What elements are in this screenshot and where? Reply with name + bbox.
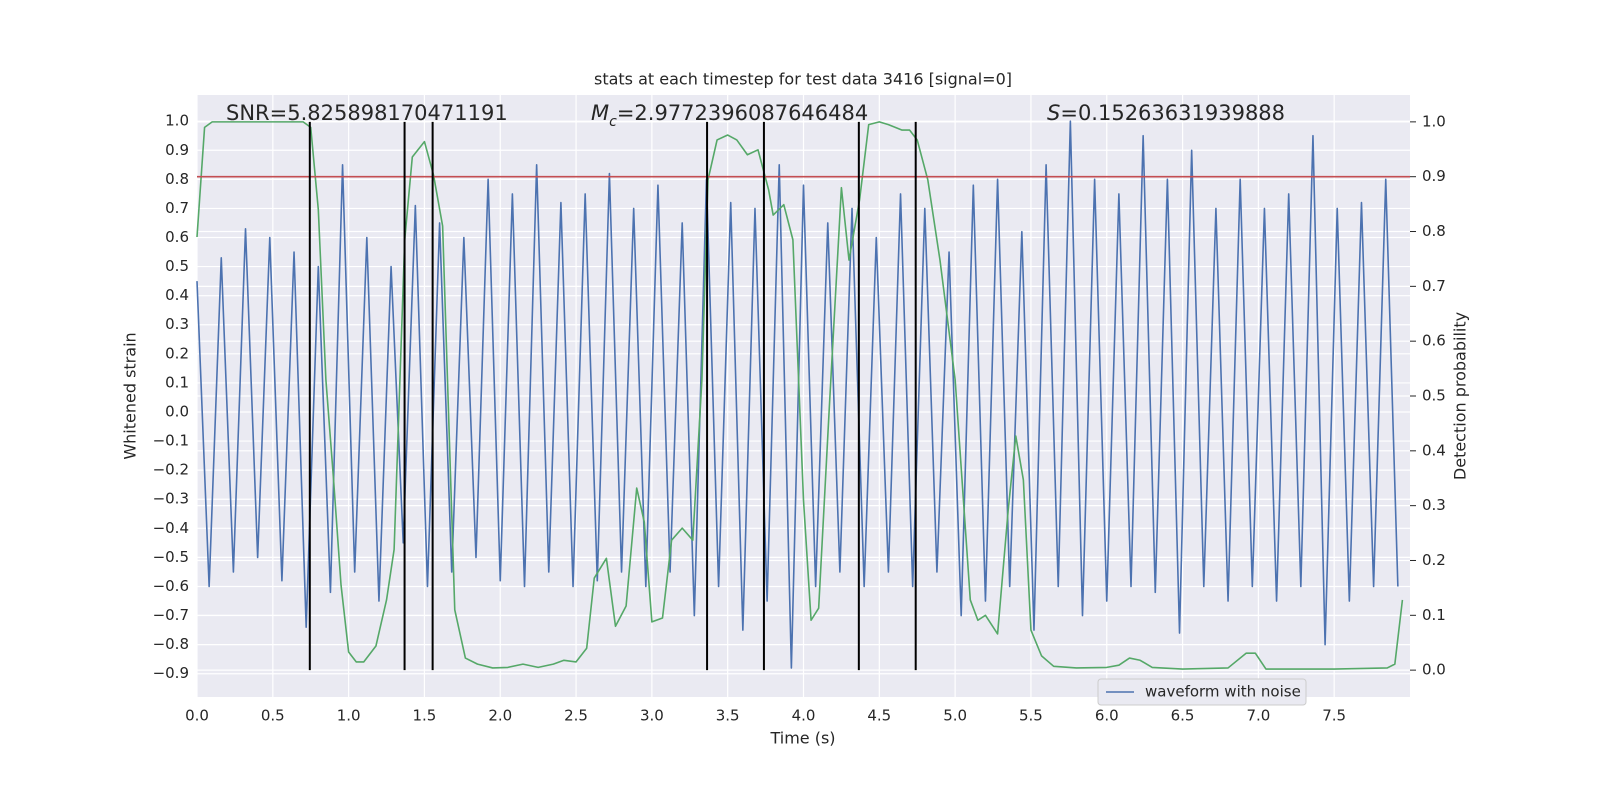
x-tick-label: 1.0	[337, 707, 361, 725]
y2-tick-label: 0.8	[1422, 222, 1446, 240]
x-tick-label: 7.5	[1322, 707, 1346, 725]
annotation: S=0.15263631939888	[1047, 101, 1285, 125]
y-tick-label: −0.4	[153, 519, 189, 537]
annotation-text: =2.9772396087646484	[617, 101, 868, 125]
chart-title: stats at each timestep for test data 341…	[594, 70, 1012, 89]
y-tick-label: −0.5	[153, 548, 189, 566]
annotation: Mc=2.9772396087646484	[591, 101, 868, 130]
x-tick-label: 0.5	[261, 707, 285, 725]
x-tick-label: 3.5	[716, 707, 740, 725]
y2-tick-label: 0.2	[1422, 551, 1446, 569]
y-tick-label: 0.7	[165, 199, 189, 217]
y-tick-label: −0.8	[153, 635, 189, 653]
annotation-symbol: M	[591, 101, 609, 125]
x-tick-label: 6.5	[1171, 707, 1195, 725]
y2-tick-label: 0.0	[1422, 661, 1446, 679]
y-tick-label: −0.6	[153, 577, 189, 595]
y-tick-label: 1.0	[165, 112, 189, 130]
y-tick-label: −0.9	[153, 664, 189, 682]
x-tick-label: 4.5	[867, 707, 891, 725]
data-line	[196, 121, 1404, 670]
y2-tick-label: 1.0	[1422, 112, 1446, 130]
y2-axis-label: Detection probability	[1451, 312, 1470, 480]
x-tick-label: 1.5	[413, 707, 437, 725]
y2-tick-label: 0.5	[1422, 387, 1446, 405]
y-tick-label: 0.2	[165, 344, 189, 362]
y2-tick-label: 0.6	[1422, 332, 1446, 350]
y-tick-label: 0.4	[165, 286, 189, 304]
y-tick-label: −0.7	[153, 606, 189, 624]
x-tick-label: 2.0	[488, 707, 512, 725]
y-tick-label: −0.3	[153, 490, 189, 508]
x-tick-label: 0.0	[185, 707, 209, 725]
legend-label: waveform with noise	[1145, 683, 1301, 701]
y-tick-label: 0.5	[165, 257, 189, 275]
annotation-subscript: c	[609, 114, 617, 130]
y-tick-label: 0.9	[165, 141, 189, 159]
y-tick-label: 0.1	[165, 373, 189, 391]
x-tick-label: 2.5	[564, 707, 588, 725]
data-line	[196, 120, 1399, 669]
y2-tick-label: 0.1	[1422, 606, 1446, 624]
y-axis-label: Whitened strain	[121, 332, 140, 459]
y-tick-label: 0.3	[165, 315, 189, 333]
x-tick-label: 5.5	[1019, 707, 1043, 725]
x-tick-label: 3.0	[640, 707, 664, 725]
annotation-text: =0.15263631939888	[1060, 101, 1285, 125]
y-tick-label: 0.0	[165, 402, 189, 420]
x-tick-label: 7.0	[1246, 707, 1270, 725]
x-tick-label: 5.0	[943, 707, 967, 725]
annotation: SNR=5.825898170471191	[226, 101, 508, 125]
x-axis-label: Time (s)	[769, 729, 835, 748]
y2-tick-label: 0.4	[1422, 441, 1446, 459]
y2-tick-label: 0.9	[1422, 167, 1446, 185]
y-tick-label: −0.2	[153, 461, 189, 479]
y-tick-label: 0.8	[165, 170, 189, 188]
y-tick-label: 0.6	[165, 228, 189, 246]
y-tick-label: −0.1	[153, 432, 189, 450]
y2-tick-label: 0.7	[1422, 277, 1446, 295]
x-tick-label: 6.0	[1095, 707, 1119, 725]
x-tick-label: 4.0	[792, 707, 816, 725]
y2-tick-label: 0.3	[1422, 496, 1446, 514]
legend-box	[1097, 678, 1307, 706]
annotation-text: SNR=5.825898170471191	[226, 101, 508, 125]
annotation-symbol: S	[1047, 101, 1060, 125]
